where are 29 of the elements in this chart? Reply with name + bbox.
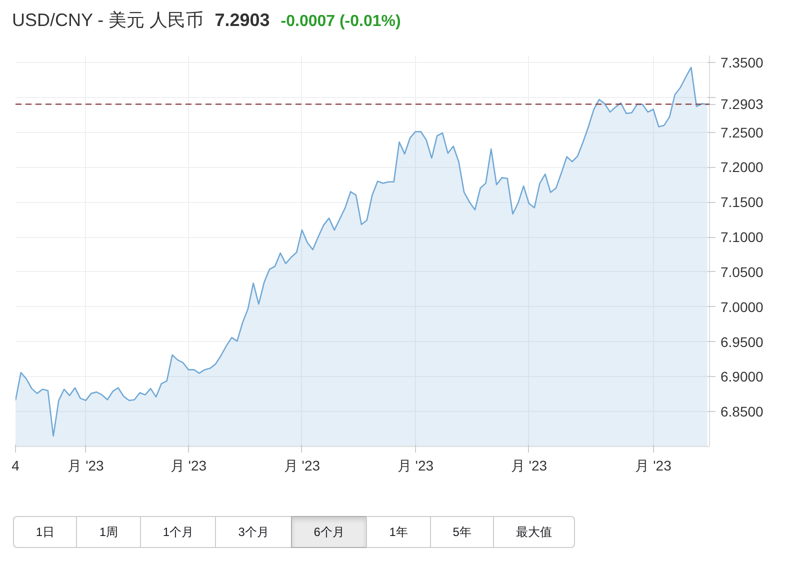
y-tick-label: 7.1500 [720,194,764,210]
y-tick-label: 7.2500 [720,124,764,140]
x-tick-label: 月 '23 [68,458,104,474]
y-tick-label: 6.9000 [720,368,764,385]
text: 6个月 [290,516,368,548]
x-tick-label: 月 '23 [284,458,320,474]
x-tick-label: 月 '23 [635,458,672,474]
y-tick-label: 7.1000 [720,229,764,246]
x-tick-label: 月 '23 [170,458,207,474]
y-tick-label: 7.0500 [720,264,764,280]
chart-subtitle: 7.2903 [214,10,270,30]
text: 5年 [430,516,494,548]
text: 最大值 [493,516,576,548]
x-tick-label: 月 '23 [397,458,434,474]
text: 1年 [366,516,431,548]
text: 1日 [13,516,78,548]
y-tick-label: 7.0000 [720,298,764,315]
x-tick-label: 月 '23 [510,458,548,474]
ref-line-label: 7.2903 [720,96,764,112]
y-tick-label: 7.3500 [720,54,764,70]
text: 1个月 [140,516,216,548]
chart-title: USD/CNY - 美元 人民币 [12,10,204,30]
text: -0.0007 (-0.01%) [280,13,401,30]
x-tick-label: 4 [12,458,20,474]
y-tick-label: 7.2000 [720,159,764,176]
y-tick-label: 6.8500 [720,404,764,420]
text: 3个月 [215,516,292,548]
y-tick-label: 6.9500 [720,334,764,350]
text: 1周 [76,516,141,548]
